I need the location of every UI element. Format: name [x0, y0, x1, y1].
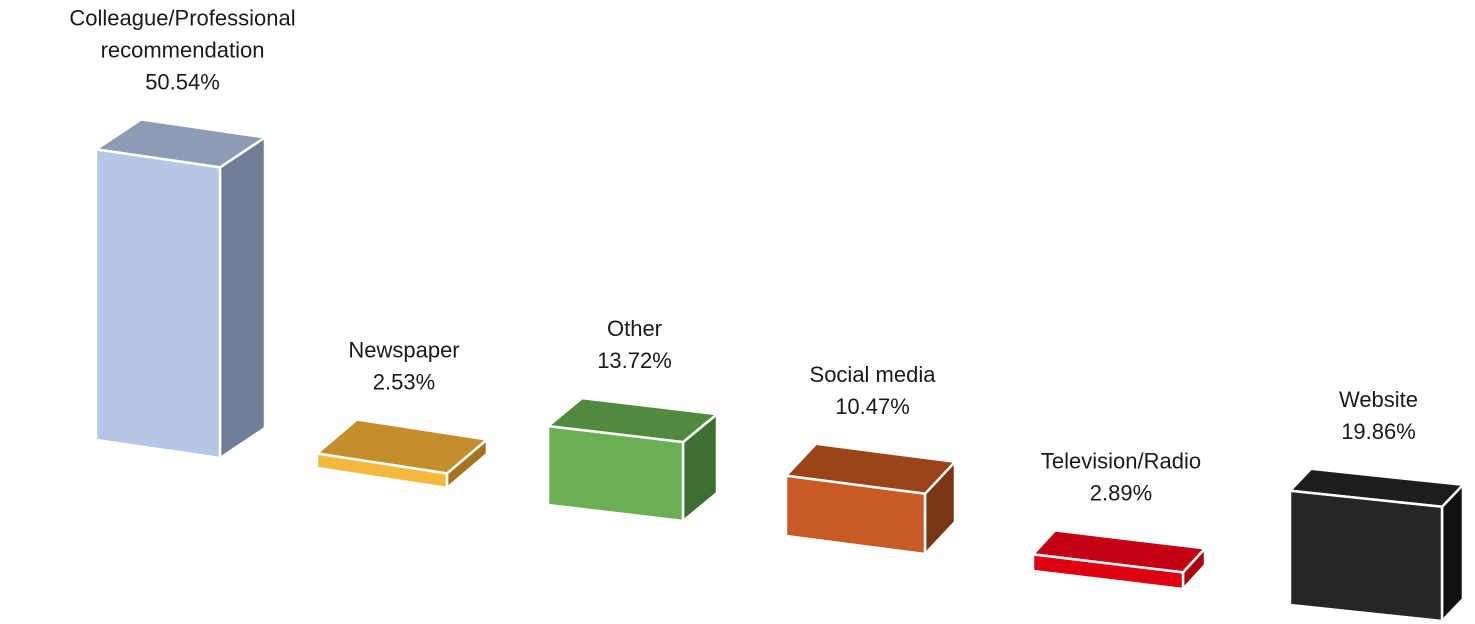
- data-label-value: 2.53%: [373, 369, 435, 394]
- bar-television-radio-front: [1031, 553, 1185, 591]
- bar-social-media: [784, 442, 957, 556]
- bar-colleague-front: [94, 148, 222, 460]
- data-label-category: Social media: [810, 362, 937, 387]
- data-label-television-radio: Television/Radio 2.89%: [1041, 448, 1201, 505]
- data-label-website: Website 19.86%: [1339, 387, 1418, 444]
- labels-group: Colleague/Professional recommendation 50.5…: [69, 5, 1418, 505]
- bar-newspaper: [315, 418, 489, 490]
- data-label-category: Television/Radio: [1041, 448, 1201, 473]
- data-label-value: 10.47%: [835, 394, 910, 419]
- bar-newspaper-front: [315, 452, 449, 490]
- data-label-category: Colleague/Professional: [69, 5, 295, 30]
- bar-colleague-side: [218, 136, 267, 460]
- bar-colleague: [94, 118, 267, 460]
- data-label-category: recommendation: [101, 37, 265, 62]
- data-label-newspaper: Newspaper 2.53%: [348, 337, 459, 394]
- bar-television-radio: [1031, 529, 1207, 591]
- data-label-value: 50.54%: [145, 69, 220, 94]
- bars-group: [94, 118, 1465, 623]
- data-label-colleague: Colleague/Professional recommendation 50.5…: [69, 5, 295, 94]
- data-label-category: Other: [607, 316, 662, 341]
- bar-social-media-front: [784, 474, 927, 556]
- bar-other: [546, 396, 719, 523]
- data-label-value: 2.89%: [1090, 480, 1152, 505]
- bar-website: [1288, 467, 1465, 623]
- bar-other-front: [546, 424, 685, 523]
- data-label-category: Website: [1339, 387, 1418, 412]
- data-label-value: 13.72%: [597, 348, 672, 373]
- data-label-category: Newspaper: [348, 337, 459, 362]
- data-label-social-media: Social media 10.47%: [810, 362, 937, 419]
- bar-website-front: [1288, 489, 1444, 623]
- data-label-value: 19.86%: [1341, 419, 1416, 444]
- data-label-other: Other 13.72%: [597, 316, 672, 373]
